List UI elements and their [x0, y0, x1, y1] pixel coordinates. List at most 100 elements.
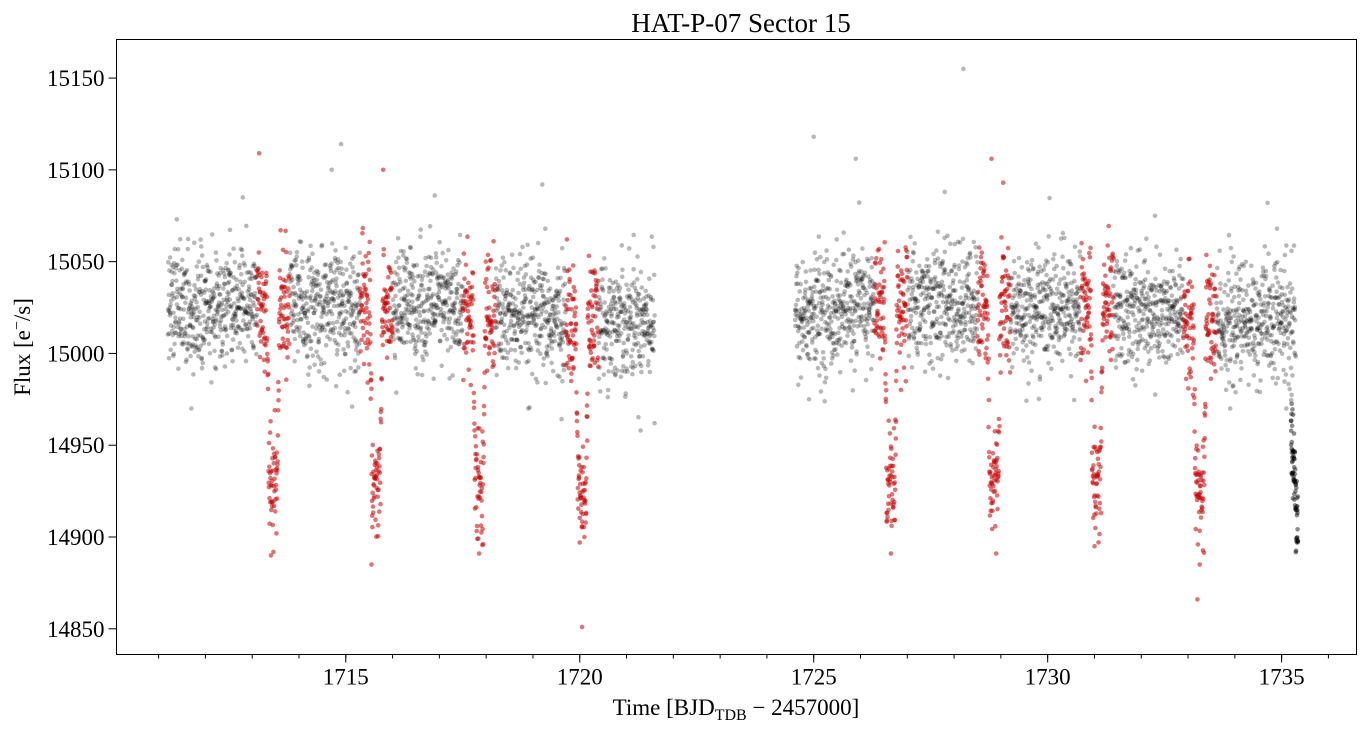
flux-point — [188, 323, 193, 329]
flux-point — [1061, 322, 1066, 327]
flux-point — [807, 319, 812, 325]
flux-point — [634, 311, 640, 316]
flux-point — [650, 320, 656, 325]
flux-point — [883, 372, 888, 377]
flux-point — [212, 333, 217, 338]
flux-point — [956, 266, 962, 272]
flux-point — [436, 273, 441, 279]
flux-point — [325, 334, 330, 340]
flux-point — [1222, 343, 1228, 348]
flux-point — [243, 358, 249, 364]
flux-point — [598, 304, 604, 310]
flux-point — [819, 316, 824, 322]
flux-point — [417, 326, 423, 332]
flux-point — [596, 364, 601, 370]
flux-point — [217, 324, 223, 329]
flux-point — [1039, 327, 1045, 333]
flux-point — [196, 347, 201, 353]
flux-point — [1203, 404, 1208, 410]
flux-point — [817, 289, 823, 295]
flux-point — [432, 312, 438, 317]
flux-point — [1150, 301, 1156, 307]
flux-point — [1134, 324, 1139, 329]
flux-point — [832, 298, 837, 304]
flux-point — [1097, 477, 1103, 482]
flux-point — [170, 293, 175, 299]
flux-point — [1148, 282, 1153, 288]
flux-point — [214, 281, 220, 286]
flux-point — [604, 347, 609, 352]
flux-point — [892, 480, 898, 485]
flux-point — [647, 341, 653, 347]
flux-point — [1164, 330, 1170, 335]
flux-point — [1013, 304, 1019, 310]
flux-point — [1152, 293, 1157, 298]
flux-point — [971, 297, 977, 302]
flux-point — [527, 287, 533, 293]
flux-point — [1064, 321, 1070, 327]
flux-point — [466, 367, 472, 373]
flux-point — [1256, 321, 1262, 327]
flux-point — [969, 291, 974, 296]
flux-point — [624, 294, 630, 299]
flux-point — [1024, 343, 1029, 348]
flux-point — [448, 290, 453, 295]
flux-point — [438, 312, 444, 318]
flux-point — [1271, 340, 1277, 346]
flux-point — [1119, 275, 1125, 281]
flux-point — [821, 363, 827, 369]
flux-point — [343, 309, 349, 314]
flux-point — [803, 342, 809, 348]
flux-point — [1233, 390, 1238, 395]
flux-point — [1059, 306, 1065, 312]
flux-point — [1027, 268, 1032, 274]
flux-point — [1249, 263, 1254, 269]
flux-point — [820, 283, 826, 288]
flux-point — [327, 337, 333, 342]
flux-point — [882, 340, 888, 345]
flux-point — [807, 299, 813, 304]
flux-point — [1251, 302, 1257, 308]
flux-point — [298, 316, 303, 322]
flux-point — [958, 313, 964, 319]
flux-point — [426, 321, 432, 327]
flux-point — [340, 271, 346, 277]
flux-point — [637, 312, 643, 318]
flux-point — [237, 265, 242, 271]
flux-point — [547, 312, 553, 318]
flux-point — [964, 334, 970, 340]
flux-point — [248, 306, 253, 312]
flux-point — [1062, 235, 1067, 241]
flux-point — [814, 314, 819, 320]
flux-point — [353, 368, 359, 374]
flux-point — [608, 307, 614, 312]
flux-point — [963, 319, 968, 325]
flux-point — [1057, 295, 1062, 301]
flux-point — [311, 281, 316, 286]
flux-point — [436, 283, 442, 288]
flux-point — [1260, 331, 1265, 337]
flux-point — [1113, 365, 1119, 370]
flux-point — [547, 318, 552, 323]
flux-point — [1241, 308, 1246, 314]
flux-point — [1038, 282, 1043, 287]
flux-point — [590, 356, 596, 361]
flux-point — [368, 377, 374, 383]
flux-point — [1042, 347, 1047, 353]
flux-point — [264, 273, 269, 279]
flux-point — [595, 329, 601, 335]
flux-point — [881, 266, 886, 272]
flux-point — [408, 270, 413, 276]
flux-point — [1019, 304, 1025, 310]
flux-point — [1061, 265, 1066, 271]
flux-point — [1268, 360, 1274, 366]
flux-point — [1060, 230, 1066, 236]
flux-point — [499, 319, 504, 325]
flux-point — [311, 310, 317, 316]
flux-point — [231, 246, 236, 251]
flux-point — [1185, 348, 1191, 354]
flux-point — [522, 293, 528, 298]
flux-point — [548, 326, 554, 331]
flux-point — [530, 286, 535, 292]
flux-point — [1130, 341, 1136, 347]
